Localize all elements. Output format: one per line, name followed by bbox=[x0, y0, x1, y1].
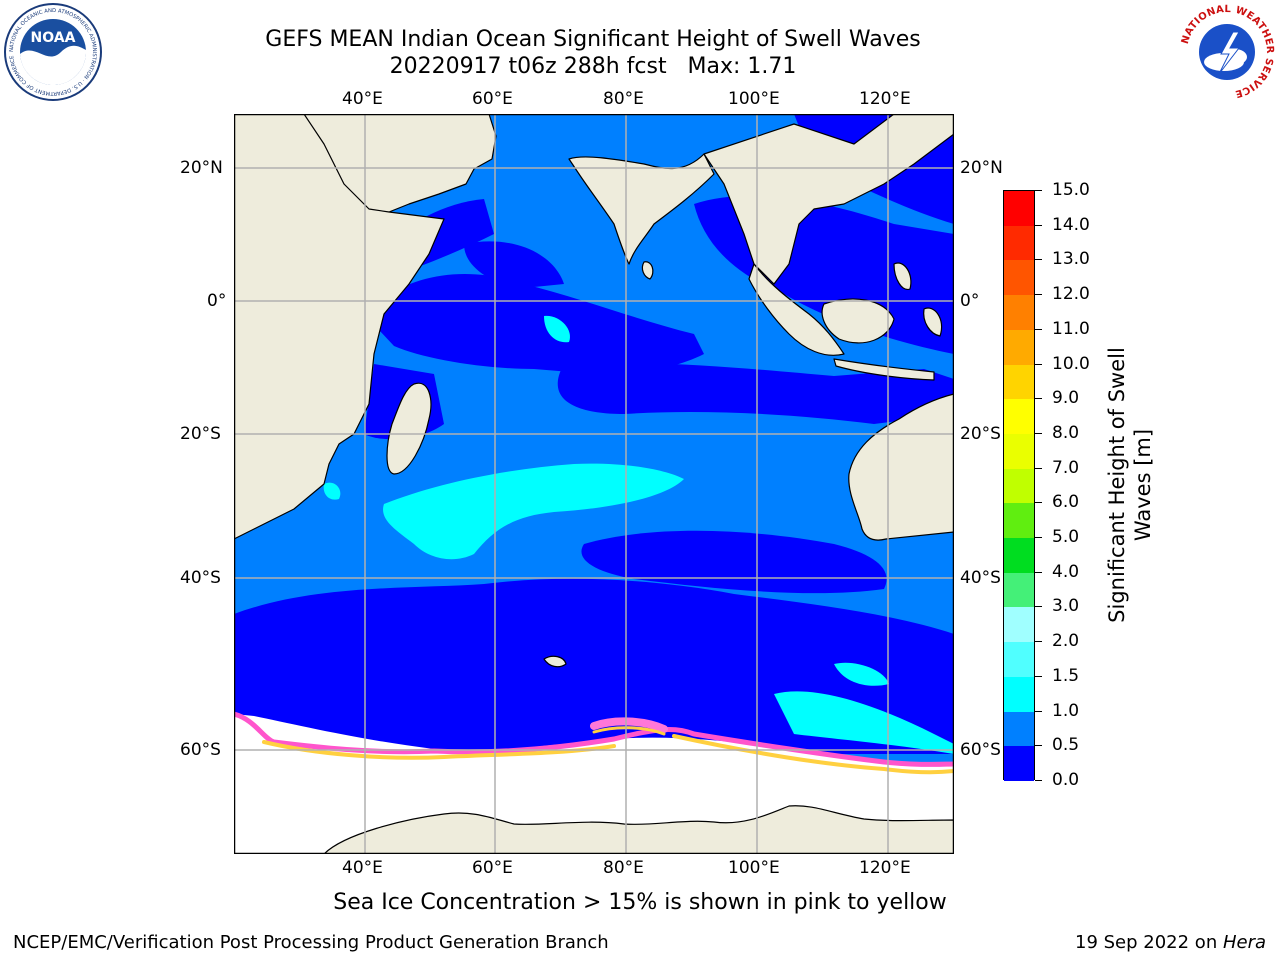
colorbar-segment bbox=[1004, 399, 1034, 435]
colorbar-segment bbox=[1004, 607, 1034, 643]
lon-label-top-120e: 120°E bbox=[859, 89, 911, 109]
colorbar-tick bbox=[1035, 224, 1042, 226]
lon-label-bottom-100e: 100°E bbox=[728, 858, 780, 878]
lon-label-top-60e: 60°E bbox=[472, 89, 513, 109]
lat-label-right-60s: 60°S bbox=[960, 740, 1001, 760]
colorbar-tick-label: 3.0 bbox=[1052, 596, 1080, 617]
swell-height-map bbox=[234, 114, 954, 854]
colorbar-tick bbox=[1035, 675, 1042, 677]
chart-title-line1: GEFS MEAN Indian Ocean Significant Heigh… bbox=[265, 27, 921, 52]
sea-ice-note: Sea Ice Concentration > 15% is shown in … bbox=[333, 890, 947, 915]
land-masses bbox=[234, 114, 954, 854]
colorbar-tick-label: 1.5 bbox=[1052, 665, 1080, 686]
noaa-logo-text: NOAA bbox=[31, 30, 76, 46]
lat-label-left-60s: 60°S bbox=[180, 740, 221, 760]
colorbar-tick bbox=[1035, 363, 1042, 365]
colorbar-tick-label: 6.0 bbox=[1052, 492, 1080, 513]
lat-label-left-20s: 20°S bbox=[180, 424, 221, 444]
colorbar-segment bbox=[1004, 468, 1034, 504]
colorbar-tick-label: 4.0 bbox=[1052, 561, 1080, 582]
colorbar-segment bbox=[1004, 225, 1034, 261]
colorbar-tick-label: 8.0 bbox=[1052, 422, 1080, 443]
colorbar-tick-label: 12.0 bbox=[1052, 284, 1090, 305]
colorbar-segment bbox=[1004, 364, 1034, 400]
colorbar-tick-label: 10.0 bbox=[1052, 353, 1090, 374]
lat-label-right-0: 0° bbox=[960, 291, 980, 311]
footer-date-text: 19 Sep 2022 on bbox=[1075, 932, 1223, 953]
lat-label-right-20s: 20°S bbox=[960, 424, 1001, 444]
lon-label-bottom-40e: 40°E bbox=[342, 858, 383, 878]
colorbar-tick-label: 0.5 bbox=[1052, 735, 1080, 756]
colorbar-segment bbox=[1004, 191, 1034, 227]
colorbar-tick-label: 15.0 bbox=[1052, 180, 1090, 200]
colorbar-tick bbox=[1035, 537, 1042, 539]
colorbar-tick bbox=[1035, 745, 1042, 747]
colorbar-tick-label: 2.0 bbox=[1052, 631, 1080, 652]
colorbar-tick-label: 13.0 bbox=[1052, 249, 1090, 270]
colorbar-segment bbox=[1004, 538, 1034, 574]
colorbar-tick bbox=[1035, 432, 1042, 434]
lat-label-left-20n: 20°N bbox=[180, 158, 223, 178]
map-gridlines bbox=[234, 114, 954, 854]
colorbar-segment bbox=[1004, 711, 1034, 747]
lon-label-top-80e: 80°E bbox=[603, 89, 644, 109]
colorbar-tick bbox=[1035, 780, 1042, 781]
colorbar-segment bbox=[1004, 676, 1034, 713]
colorbar-tick-label: 9.0 bbox=[1052, 388, 1080, 409]
lon-label-top-40e: 40°E bbox=[342, 89, 383, 109]
colorbar-tick bbox=[1035, 641, 1042, 643]
colorbar-tick-label: 11.0 bbox=[1052, 318, 1090, 339]
lat-label-right-20n: 20°N bbox=[960, 158, 1003, 178]
lon-label-bottom-60e: 60°E bbox=[472, 858, 513, 878]
lat-label-right-40s: 40°S bbox=[960, 568, 1001, 588]
colorbar-tick-label: 1.0 bbox=[1052, 700, 1080, 721]
colorbar-title: Significant Height of Swell Waves [m] bbox=[1105, 347, 1155, 623]
colorbar-tick-label: 5.0 bbox=[1052, 527, 1080, 548]
colorbar-tick bbox=[1035, 606, 1042, 608]
nws-logo: NATIONAL WEATHER SERVICE bbox=[1179, 4, 1275, 100]
noaa-logo: NATIONAL OCEANIC AND ATMOSPHERIC ADMINIS… bbox=[4, 3, 102, 101]
lon-label-bottom-80e: 80°E bbox=[603, 858, 644, 878]
colorbar-segment bbox=[1004, 572, 1034, 608]
colorbar-segment bbox=[1004, 433, 1034, 470]
footer-date: 19 Sep 2022 on Hera bbox=[1075, 932, 1266, 953]
sea-ice-edge bbox=[234, 711, 954, 775]
swell-band-1-1.5 bbox=[323, 315, 954, 754]
colorbar-segment bbox=[1004, 503, 1034, 539]
colorbar-tick-label: 14.0 bbox=[1052, 214, 1090, 235]
colorbar-tick bbox=[1035, 502, 1042, 504]
colorbar-tick bbox=[1035, 571, 1042, 573]
colorbar-tick-label: 7.0 bbox=[1052, 457, 1080, 478]
colorbar-tick bbox=[1035, 259, 1042, 261]
lon-label-top-100e: 100°E bbox=[728, 89, 780, 109]
colorbar-tick bbox=[1035, 294, 1042, 296]
lon-label-bottom-120e: 120°E bbox=[859, 858, 911, 878]
lat-label-left-0: 0° bbox=[207, 291, 227, 311]
colorbar-tick bbox=[1035, 190, 1042, 191]
colorbar-segment bbox=[1004, 642, 1034, 678]
map-frame bbox=[234, 114, 954, 854]
colorbar-segment bbox=[1004, 260, 1034, 296]
colorbar-segment bbox=[1004, 746, 1034, 782]
footer-host: Hera bbox=[1222, 932, 1266, 953]
colorbar-segment bbox=[1004, 329, 1034, 366]
footer-credit: NCEP/EMC/Verification Post Processing Pr… bbox=[13, 932, 609, 953]
chart-title-line2: 20220917 t06z 288h fcst Max: 1.71 bbox=[389, 54, 797, 79]
colorbar-tick bbox=[1035, 398, 1042, 400]
colorbar-tick bbox=[1035, 467, 1042, 469]
colorbar-segment bbox=[1004, 295, 1034, 331]
colorbar-tick bbox=[1035, 710, 1042, 712]
lat-label-left-40s: 40°S bbox=[180, 568, 221, 588]
colorbar-tick-label: 0.0 bbox=[1052, 770, 1080, 790]
colorbar-tick bbox=[1035, 328, 1042, 330]
colorbar bbox=[1003, 190, 1035, 782]
